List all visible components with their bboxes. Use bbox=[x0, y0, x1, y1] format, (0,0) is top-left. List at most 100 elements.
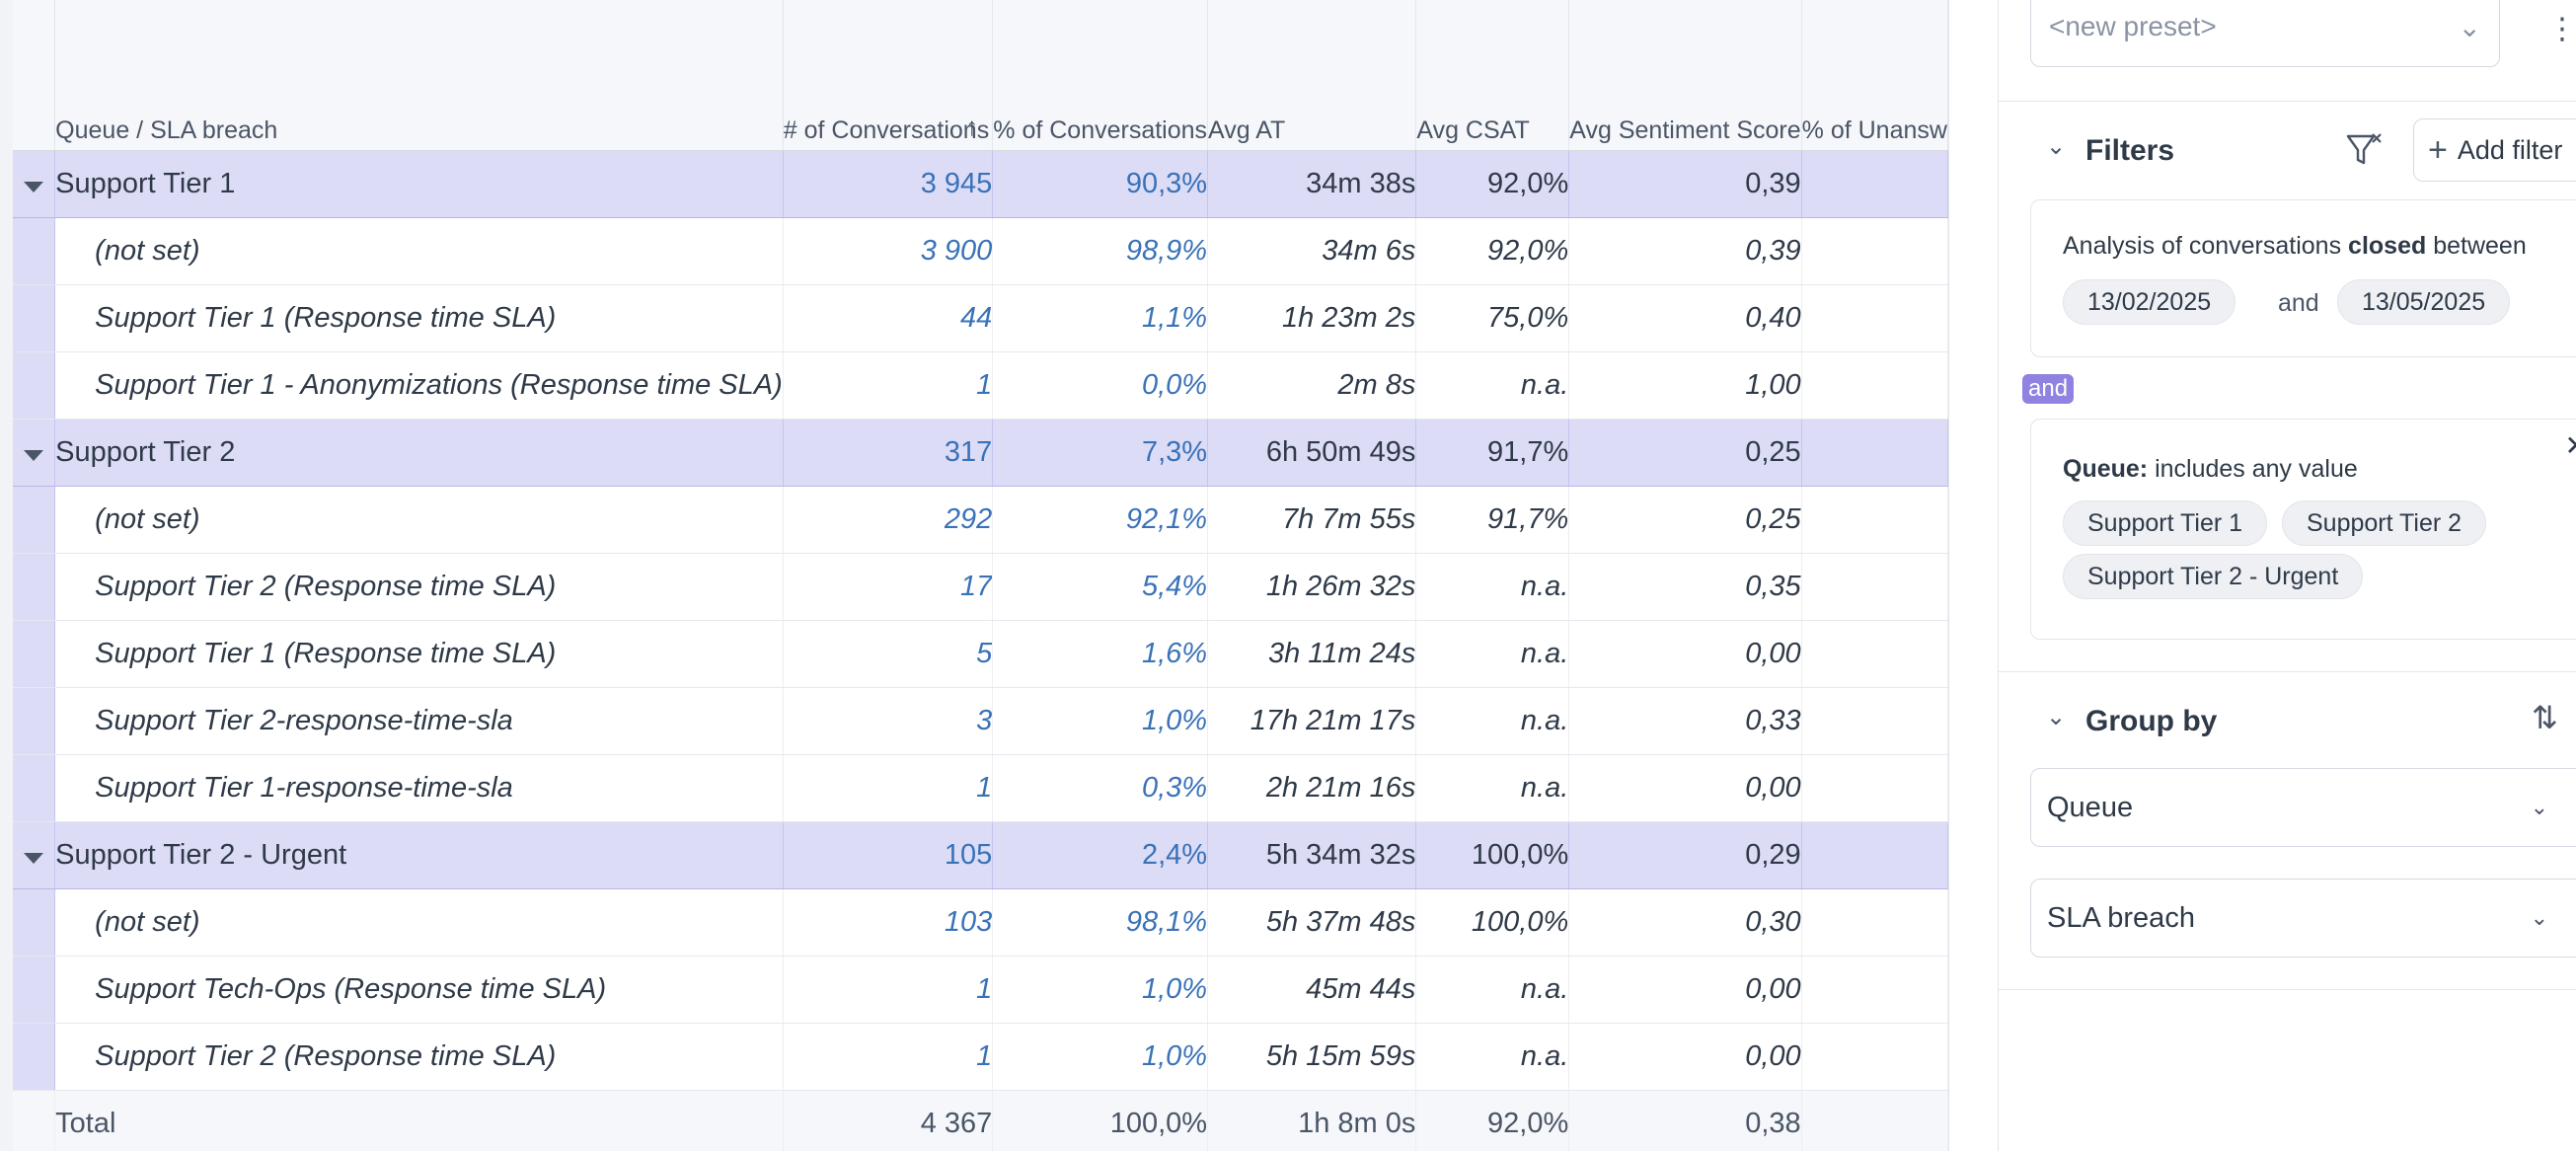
group-by-select-queue[interactable]: Queue ⌄ bbox=[2030, 768, 2576, 847]
conversation-percent[interactable]: 1,6% bbox=[992, 620, 1209, 688]
conversation-count[interactable]: 17 bbox=[783, 553, 994, 621]
conversation-count[interactable]: 1 bbox=[783, 956, 994, 1024]
group-by-value: Queue bbox=[2047, 791, 2134, 823]
conversation-count[interactable]: 44 bbox=[783, 284, 994, 352]
expand-toggle[interactable] bbox=[13, 150, 56, 218]
more-options-icon[interactable]: ⋮ bbox=[2547, 13, 2576, 45]
table-row[interactable]: Support Tier 1 - Anonymizations (Respons… bbox=[13, 351, 1948, 420]
chevron-down-icon[interactable]: ⌄ bbox=[2046, 704, 2067, 730]
group-by-title: Group by bbox=[2085, 705, 2218, 737]
table-row[interactable]: (not set) 103 98,1% 5h 37m 48s 100,0% 0,30 bbox=[13, 888, 1948, 957]
close-icon[interactable]: ✕ bbox=[2565, 429, 2576, 462]
conversation-count[interactable]: 103 bbox=[783, 888, 994, 957]
conversation-count[interactable]: 5 bbox=[783, 620, 994, 688]
conversation-percent[interactable]: 100,0% bbox=[992, 1090, 1209, 1151]
conversation-percent[interactable]: 1,1% bbox=[992, 284, 1209, 352]
conversation-count[interactable]: 3 900 bbox=[783, 217, 994, 285]
column-header-queue[interactable]: Queue / SLA breach bbox=[54, 0, 784, 151]
row-indent bbox=[13, 1023, 56, 1091]
expand-toggle[interactable] bbox=[13, 419, 56, 487]
group-by-select-sla[interactable]: SLA breach ⌄ bbox=[2030, 879, 2576, 958]
queue-filter-card[interactable]: ✕ Queue: includes any value Support Tier… bbox=[2030, 419, 2576, 640]
conversation-percent[interactable]: 1,0% bbox=[992, 956, 1209, 1024]
column-header-count-label: # of Conversations bbox=[783, 115, 990, 144]
end-date-chip[interactable]: 13/05/2025 bbox=[2337, 279, 2511, 325]
row-name: Support Tier 1 - Anonymizations (Respons… bbox=[54, 351, 784, 420]
conversation-count[interactable]: 105 bbox=[783, 821, 994, 889]
conversation-percent[interactable]: 2,4% bbox=[992, 821, 1209, 889]
conversation-percent[interactable]: 5,4% bbox=[992, 553, 1209, 621]
queue-chip[interactable]: Support Tier 1 bbox=[2063, 500, 2268, 546]
column-header-count[interactable]: # of Conversations ↑ bbox=[783, 0, 994, 151]
conversation-percent[interactable]: 0,3% bbox=[992, 754, 1209, 822]
column-header-avg-sentiment[interactable]: Avg Sentiment Score bbox=[1568, 0, 1802, 151]
preset-select[interactable]: <new preset> ⌄ bbox=[2030, 0, 2500, 67]
table-row[interactable]: Support Tier 2 (Response time SLA) 17 5,4%… bbox=[13, 553, 1948, 621]
table-row[interactable]: Support Tier 2 (Response time SLA) 1 1,0% 5… bbox=[13, 1023, 1948, 1091]
table-row[interactable]: Support Tier 1-response-time-sla 1 0,3% 2h … bbox=[13, 754, 1948, 822]
caret-down-icon[interactable] bbox=[24, 852, 44, 864]
avg-csat: n.a. bbox=[1415, 687, 1570, 755]
row-name: (not set) bbox=[54, 486, 784, 554]
column-header-avg-at[interactable]: Avg AT bbox=[1207, 0, 1417, 151]
queue-filter-condition: includes any value bbox=[2155, 455, 2358, 483]
row-indent bbox=[13, 956, 56, 1024]
caret-down-icon[interactable] bbox=[24, 181, 44, 192]
conversation-percent[interactable]: 7,3% bbox=[992, 419, 1209, 487]
conversation-count[interactable]: 3 945 bbox=[783, 150, 994, 218]
table-row[interactable]: Support Tier 2-response-time-sla 3 1,0% 17h… bbox=[13, 687, 1948, 755]
table-row[interactable]: (not set) 292 92,1% 7h 7m 55s 91,7% 0,25 bbox=[13, 486, 1948, 554]
conversation-count[interactable]: 3 bbox=[783, 687, 994, 755]
unanswered-percent bbox=[1801, 284, 1948, 352]
conversation-count[interactable]: 1 bbox=[783, 1023, 994, 1091]
queue-chip[interactable]: Support Tier 2 - Urgent bbox=[2063, 554, 2364, 599]
conversation-count[interactable]: 292 bbox=[783, 486, 994, 554]
avg-at: 1h 26m 32s bbox=[1207, 553, 1417, 621]
caret-down-icon[interactable] bbox=[24, 449, 44, 461]
chevron-down-icon[interactable]: ⌄ bbox=[2046, 133, 2067, 160]
unanswered-percent bbox=[1801, 754, 1948, 822]
conversation-percent[interactable]: 92,1% bbox=[992, 486, 1209, 554]
and-badge: and bbox=[2022, 374, 2075, 404]
table-row[interactable]: Support Tech-Ops (Response time SLA) 1 1,0… bbox=[13, 956, 1948, 1024]
column-header-percent[interactable]: % of Conversations bbox=[992, 0, 1209, 151]
conversation-count[interactable]: 1 bbox=[783, 754, 994, 822]
queue-chip[interactable]: Support Tier 2 bbox=[2282, 500, 2487, 546]
group-row[interactable]: Support Tier 2 317 7,3% 6h 50m 49s 91,7% 0,25 bbox=[13, 419, 1948, 487]
conversation-percent[interactable]: 1,0% bbox=[992, 687, 1209, 755]
column-header-avg-csat[interactable]: Avg CSAT bbox=[1415, 0, 1570, 151]
conversation-percent[interactable]: 98,9% bbox=[992, 217, 1209, 285]
conversation-count[interactable]: 4 367 bbox=[783, 1090, 994, 1151]
avg-at: 45m 44s bbox=[1207, 956, 1417, 1024]
total-row[interactable]: Total 4 367 100,0% 1h 8m 0s 92,0% 0,38 bbox=[13, 1090, 1948, 1151]
conversation-percent[interactable]: 0,0% bbox=[992, 351, 1209, 420]
table-row[interactable]: Support Tier 1 (Response time SLA) 44 1,1%… bbox=[13, 284, 1948, 352]
unanswered-percent bbox=[1801, 821, 1948, 889]
conversation-percent[interactable]: 98,1% bbox=[992, 888, 1209, 957]
conversation-percent[interactable]: 1,0% bbox=[992, 1023, 1209, 1091]
sort-icon[interactable]: ⇅ bbox=[2532, 700, 2558, 735]
unanswered-percent bbox=[1801, 687, 1948, 755]
date-filter-card[interactable]: Analysis of conversations closed between… bbox=[2030, 199, 2576, 357]
row-name: Support Tier 1-response-time-sla bbox=[54, 754, 784, 822]
avg-sentiment: 0,25 bbox=[1568, 486, 1802, 554]
unanswered-percent bbox=[1801, 956, 1948, 1024]
expand-toggle[interactable] bbox=[13, 821, 56, 889]
conversation-count[interactable]: 1 bbox=[783, 351, 994, 420]
avg-at: 1h 8m 0s bbox=[1207, 1090, 1417, 1151]
row-indent bbox=[13, 553, 56, 621]
table-row[interactable]: Support Tier 1 (Response time SLA) 5 1,6% 3… bbox=[13, 620, 1948, 688]
conversation-count[interactable]: 317 bbox=[783, 419, 994, 487]
avg-csat: n.a. bbox=[1415, 754, 1570, 822]
arrow-up-icon[interactable]: ↑ bbox=[965, 111, 979, 141]
clear-filter-icon[interactable] bbox=[2344, 130, 2384, 170]
column-header-unanswered[interactable]: % of Unansw bbox=[1801, 0, 1948, 151]
conversation-percent[interactable]: 90,3% bbox=[992, 150, 1209, 218]
avg-at: 34m 6s bbox=[1207, 217, 1417, 285]
analytics-table-area: Queue / SLA breach # of Conversations ↑ %… bbox=[0, 0, 1949, 1151]
start-date-chip[interactable]: 13/02/2025 bbox=[2063, 279, 2236, 325]
group-row[interactable]: Support Tier 2 - Urgent 105 2,4% 5h 34m 32s… bbox=[13, 821, 1948, 889]
add-filter-button[interactable]: + Add filter bbox=[2413, 118, 2576, 182]
table-row[interactable]: (not set) 3 900 98,9% 34m 6s 92,0% 0,39 bbox=[13, 217, 1948, 285]
